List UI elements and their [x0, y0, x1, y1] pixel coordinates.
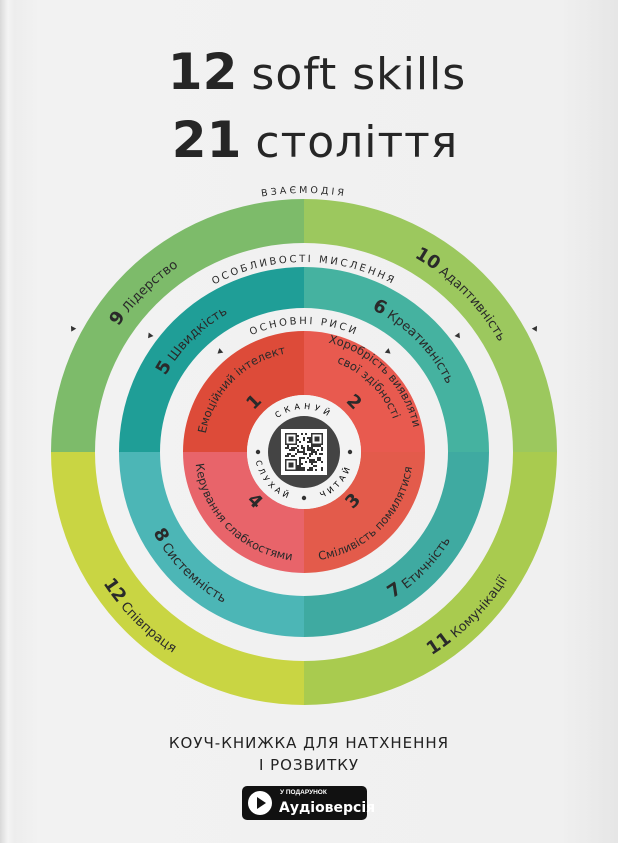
subtitle-line-1: КОУЧ-КНИЖКА ДЛЯ НАТХНЕННЯ: [168, 734, 450, 752]
middle_skills-segment-6: [304, 267, 489, 452]
outer_skills-segment-9: [51, 199, 304, 452]
dot-separator: [301, 495, 307, 501]
title-number-21: 21: [171, 111, 242, 169]
title-line-1: 12 soft skills: [0, 44, 618, 103]
arrow-marker-icon: [217, 348, 224, 354]
play-icon: [248, 791, 272, 815]
arrow-marker-icon: [148, 332, 154, 339]
core-segment-3: [304, 452, 425, 573]
outer-ring-title: ВЗАЄМОДІЯ: [260, 185, 347, 199]
title-soft-skills: soft skills: [251, 49, 467, 100]
core-segment-4: [183, 452, 304, 573]
title-number-12: 12: [167, 43, 238, 101]
dot-separator: [255, 449, 261, 455]
middle_skills-segment-7: [304, 452, 489, 637]
middle_skills-segment-5: [119, 267, 304, 452]
outer_skills-segment-12: [51, 452, 304, 705]
arrow-marker-icon: [70, 325, 77, 332]
arrow-marker-icon: [531, 325, 538, 332]
qr-code-icon[interactable]: [281, 429, 327, 475]
core-segment-2: [304, 331, 425, 452]
outer-ring-label: ВЗАЄМОДІЯ: [260, 185, 347, 199]
badge-gift-label: У ПОДАРУНОК: [280, 789, 327, 796]
outer_skills-segment-10: [304, 199, 557, 452]
core-segment-1: [183, 331, 304, 452]
title-century: століття: [255, 117, 459, 168]
badge-audiobook-label: Аудіоверсія: [279, 800, 376, 816]
subtitle-line-2: І РОЗВИТКУ: [258, 756, 360, 774]
title-line-2: 21 століття: [0, 112, 618, 171]
audiobook-badge[interactable]: У ПОДАРУНОК Аудіоверсія: [242, 786, 375, 820]
outer_skills-segment-11: [304, 452, 557, 705]
arrow-marker-icon: [454, 332, 460, 339]
dot-separator: [347, 449, 353, 455]
arrow-marker-icon: [384, 348, 391, 354]
middle_skills-segment-8: [119, 452, 304, 637]
